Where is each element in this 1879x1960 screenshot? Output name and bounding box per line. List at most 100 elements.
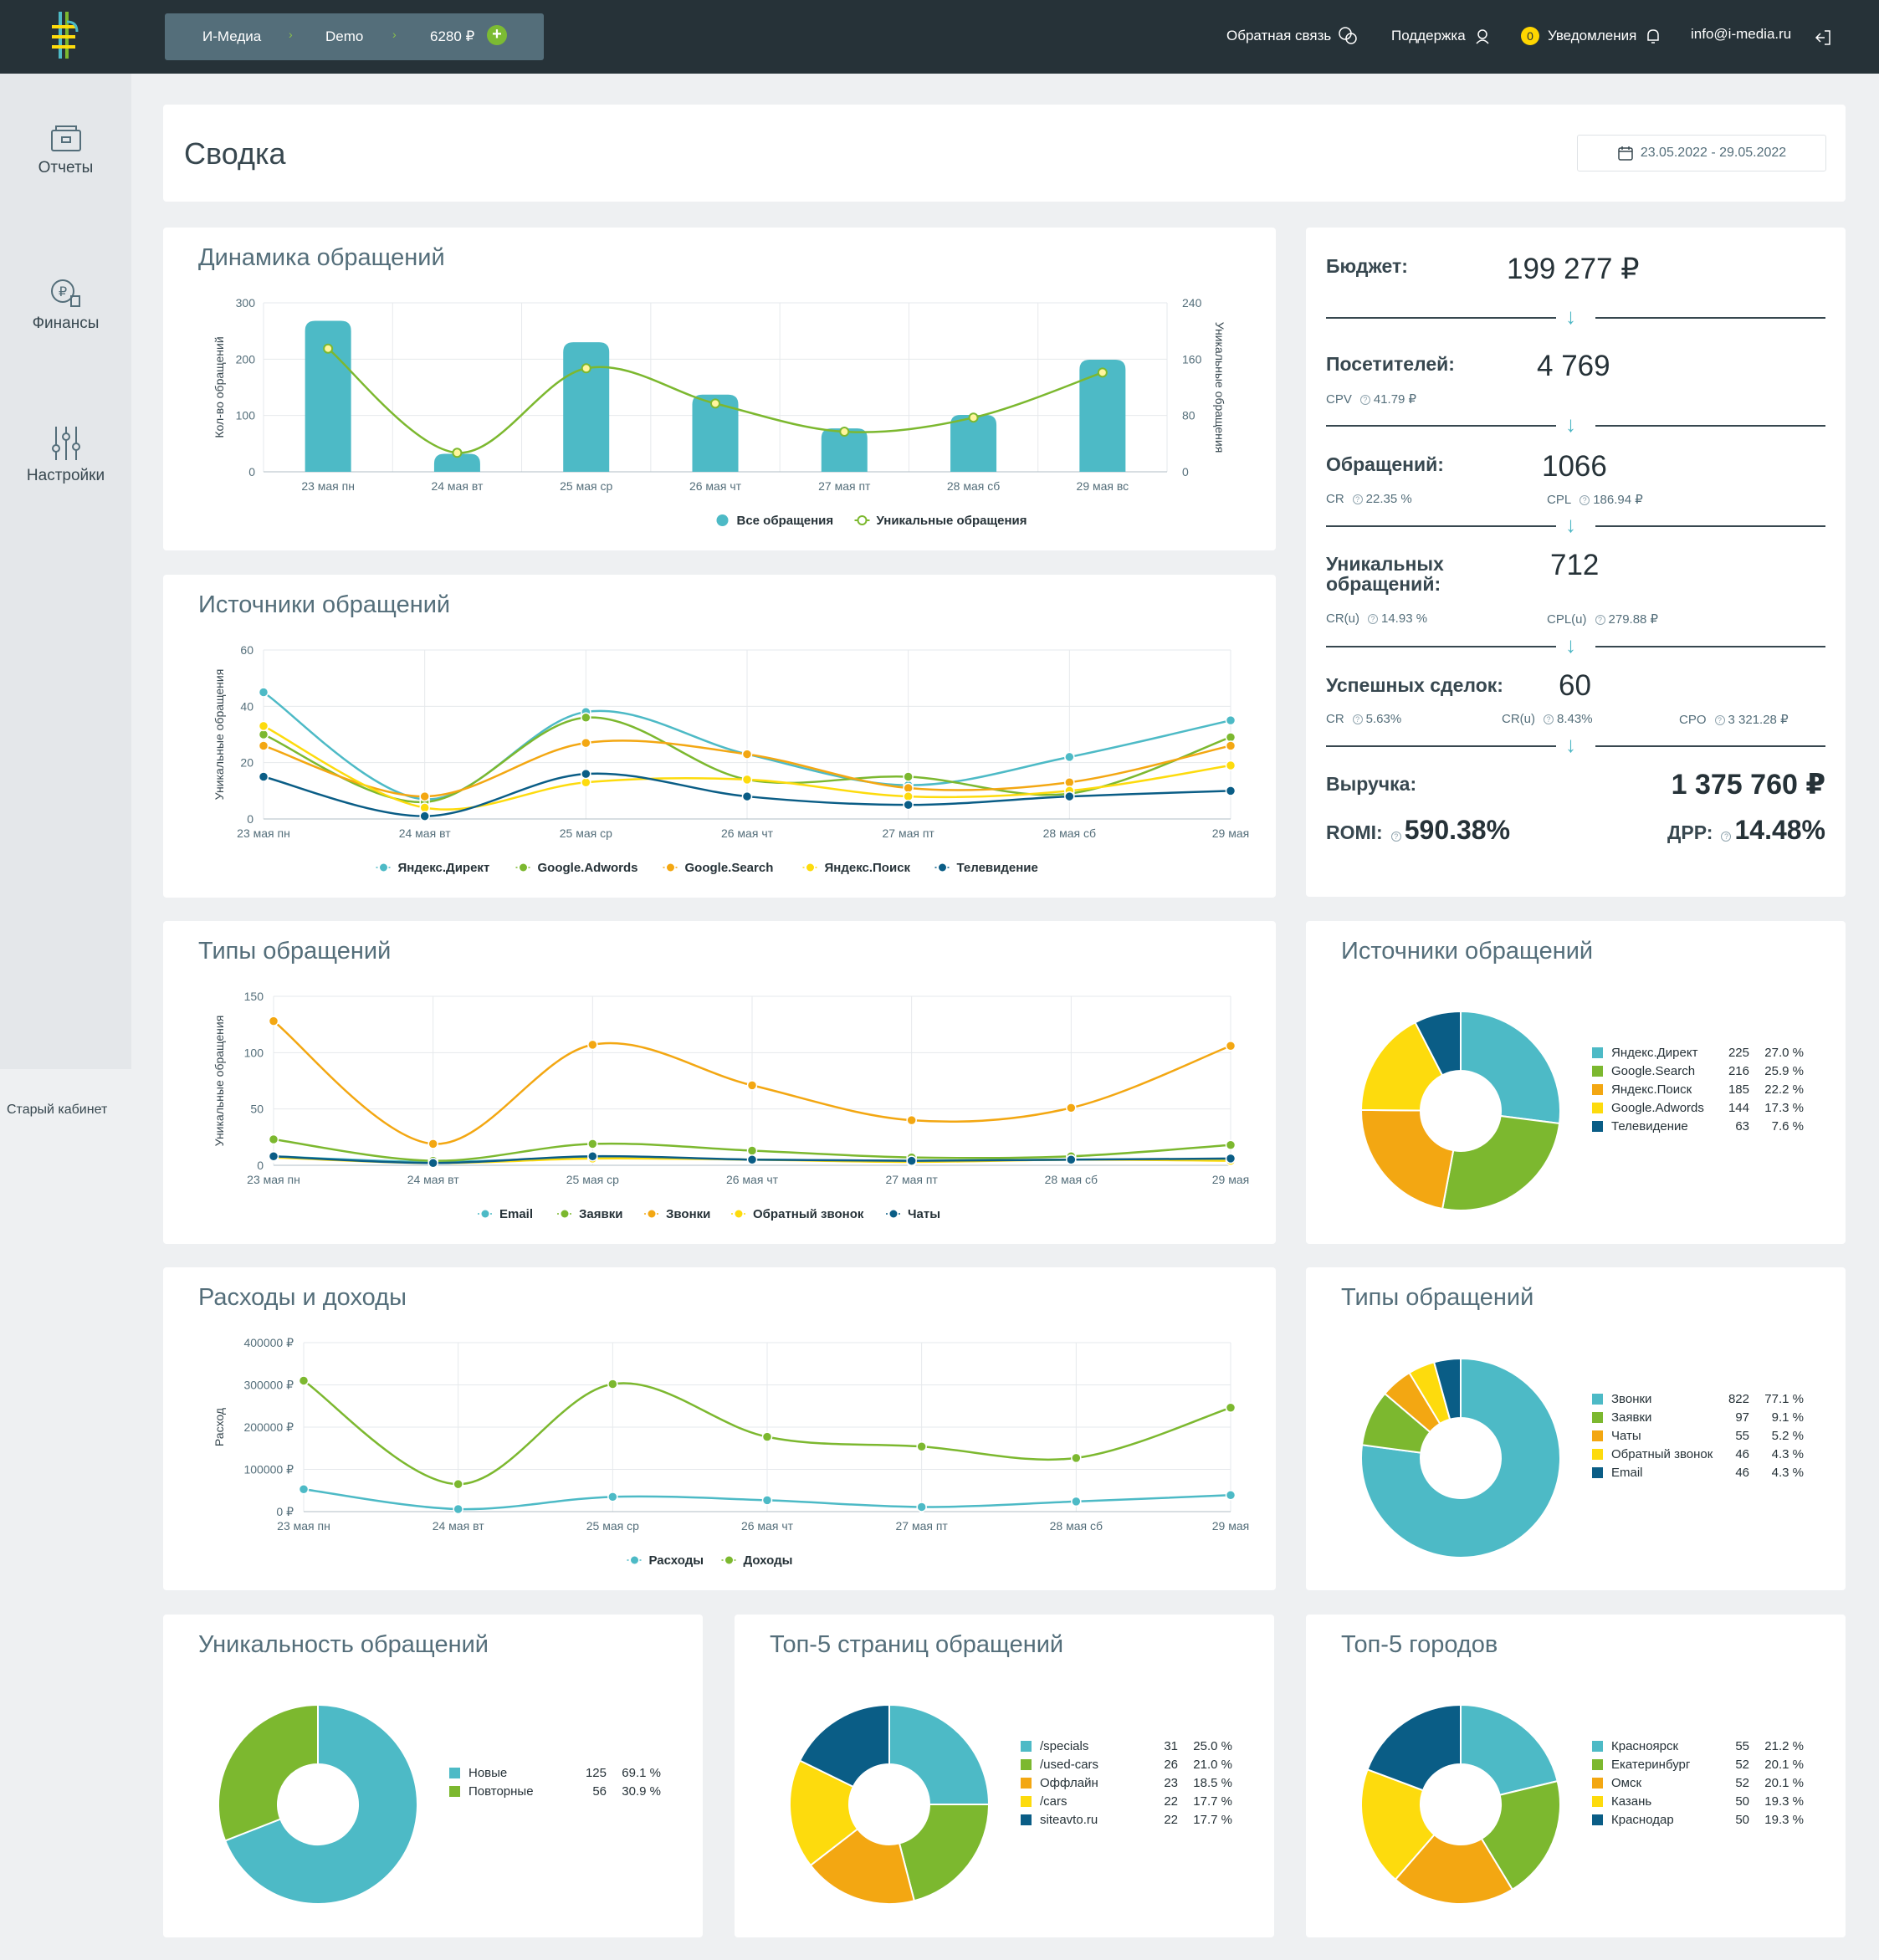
sidebar-item-reports[interactable]: Отчеты	[0, 124, 131, 177]
data-point	[1064, 751, 1075, 763]
data-point	[268, 1016, 279, 1026]
arrow-down-icon: ↓	[1565, 732, 1576, 757]
divider	[1326, 646, 1556, 647]
cpv-metric: CPV? 41.79 ₽	[1326, 391, 1416, 407]
pie-slice-Омск	[1394, 1833, 1514, 1905]
pie-slice-Повторные	[218, 1703, 319, 1842]
date-range-picker[interactable]: 23.05.2022 - 29.05.2022	[1577, 135, 1826, 171]
data-point	[268, 1150, 279, 1162]
help-icon[interactable]: ?	[1579, 495, 1590, 505]
data-point	[452, 448, 463, 458]
kpi-card: Бюджет: 199 277 ₽ ↓ Посетителей: 4 769 C…	[1306, 228, 1846, 897]
help-icon[interactable]: ?	[1390, 832, 1401, 842]
x-tick-label: 23 мая пн	[277, 1519, 330, 1533]
dynamics-chart: 0 100 200 300 0 80 160 240 23 мая пн 24 мая вт 25 …	[212, 296, 1226, 528]
data-point	[1225, 1139, 1236, 1151]
legend-label: Казань	[1611, 1794, 1652, 1809]
help-icon[interactable]: ?	[1352, 494, 1363, 504]
y-tick-label: 20	[240, 756, 253, 770]
data-point	[419, 791, 430, 802]
cr-metric: CR? 22.35 %	[1326, 492, 1412, 506]
x-tick-label: 28 мая сб	[1043, 826, 1096, 840]
old-cabinet-link[interactable]: Старый кабинет	[7, 1103, 108, 1117]
breadcrumb-project[interactable]: Demo	[325, 28, 364, 44]
y-tick-label: 300000 ₽	[243, 1379, 294, 1392]
help-icon[interactable]: ?	[1352, 714, 1363, 724]
data-point	[607, 1379, 618, 1389]
data-point	[906, 1155, 917, 1166]
cpv-value: 41.79 ₽	[1373, 392, 1417, 407]
cr-label: CR	[1326, 492, 1344, 506]
y-axis-label: Уникальные обращения	[212, 1016, 226, 1147]
deal-cru-value: 8.43%	[1557, 712, 1593, 726]
legend-swatch	[1592, 1083, 1603, 1095]
cr-value: 22.35 %	[1365, 492, 1412, 506]
y-tick-label: 200000 ₽	[243, 1420, 294, 1434]
data-point	[587, 1139, 598, 1149]
legend-count: 185	[1728, 1082, 1749, 1097]
divider	[1326, 745, 1556, 747]
legend-swatch	[449, 1785, 460, 1797]
legend-marker	[806, 863, 814, 872]
pie-slice-Звонки	[1360, 1357, 1561, 1558]
drr-label: ДРР:	[1667, 821, 1713, 843]
y-tick-label: 400000 ₽	[243, 1336, 294, 1349]
breadcrumb: И-Медиа › Demo › 6280 ₽ +	[165, 13, 544, 60]
cplu-metric: CPL(u)? 279.88 ₽	[1547, 612, 1658, 627]
help-icon[interactable]: ?	[1595, 615, 1605, 625]
sidebar-item-settings[interactable]: Настройки	[0, 425, 131, 485]
sidebar: Отчеты ₽ Финансы Настройки Старый кабине…	[0, 74, 131, 1117]
data-point	[1225, 714, 1236, 726]
divider	[1595, 425, 1825, 427]
legend-label: /specials	[1040, 1738, 1089, 1753]
sources-pie-card: Источники обращений Яндекс.Директ 225 27.0…	[1306, 921, 1846, 1244]
x-tick-label: 28 мая сб	[947, 479, 1000, 493]
legend-item: Красноярск 55 21.2 %	[1592, 1737, 1804, 1755]
y2-tick-label: 0	[1182, 465, 1189, 478]
legend-label: Звонки	[666, 1207, 710, 1221]
data-point	[746, 1080, 758, 1091]
support-link[interactable]: Поддержка	[1391, 26, 1492, 46]
pie-slice-Яндекс.Директ	[1460, 1010, 1561, 1125]
logo-icon[interactable]	[44, 8, 85, 62]
legend-swatch	[1592, 1795, 1603, 1807]
legend-swatch	[1021, 1740, 1032, 1752]
help-icon[interactable]: ?	[1721, 832, 1732, 842]
data-point	[916, 1441, 927, 1452]
support-label: Поддержка	[1391, 28, 1466, 43]
data-point	[903, 782, 914, 794]
help-icon[interactable]: ?	[1359, 395, 1370, 405]
legend-count: 97	[1735, 1410, 1749, 1425]
legend-count: 22	[1164, 1794, 1178, 1809]
account-email[interactable]: info@i-media.ru	[1691, 26, 1791, 43]
logout-icon[interactable]	[1813, 28, 1833, 48]
legend-swatch	[1021, 1795, 1032, 1807]
pie-legend: Новые 125 69.1 % Повторные 56 30.9 %	[449, 1763, 661, 1800]
cplu-label: CPL(u)	[1547, 612, 1587, 627]
feedback-link[interactable]: Обратная связь	[1226, 26, 1358, 46]
legend-item: Краснодар 50 19.3 %	[1592, 1810, 1804, 1829]
add-funds-button[interactable]: +	[487, 25, 507, 45]
pie-slice-siteavto.ru	[798, 1703, 890, 1789]
legend-label: Повторные	[468, 1783, 534, 1799]
card-title: Топ-5 страниц обращений	[770, 1631, 1064, 1658]
legend-label: Заявки	[579, 1207, 622, 1221]
data-point	[1225, 760, 1236, 771]
help-icon[interactable]: ?	[1368, 614, 1378, 624]
legend-percent: 4.3 %	[1771, 1446, 1804, 1461]
x-tick-label: 24 мая вт	[399, 826, 451, 840]
legend-label: Яндекс.Поиск	[825, 861, 911, 875]
breadcrumb-account[interactable]: И-Медиа	[202, 28, 262, 44]
sidebar-item-finance[interactable]: ₽ Финансы	[0, 276, 131, 333]
help-icon[interactable]: ?	[1544, 714, 1554, 724]
x-tick-label: 29 мая	[1212, 826, 1249, 840]
legend-marker	[889, 1210, 898, 1218]
legend-swatch	[1592, 1393, 1603, 1405]
help-icon[interactable]: ?	[1714, 715, 1725, 725]
data-point	[581, 363, 591, 374]
notifications-link[interactable]: 0 Уведомления	[1521, 26, 1663, 46]
y-tick-label: 200	[236, 352, 256, 366]
legend-label: siteavto.ru	[1040, 1812, 1098, 1827]
legend-item: Заявки 97 9.1 %	[1592, 1408, 1804, 1426]
x-tick-label: 23 мая пн	[301, 479, 355, 493]
